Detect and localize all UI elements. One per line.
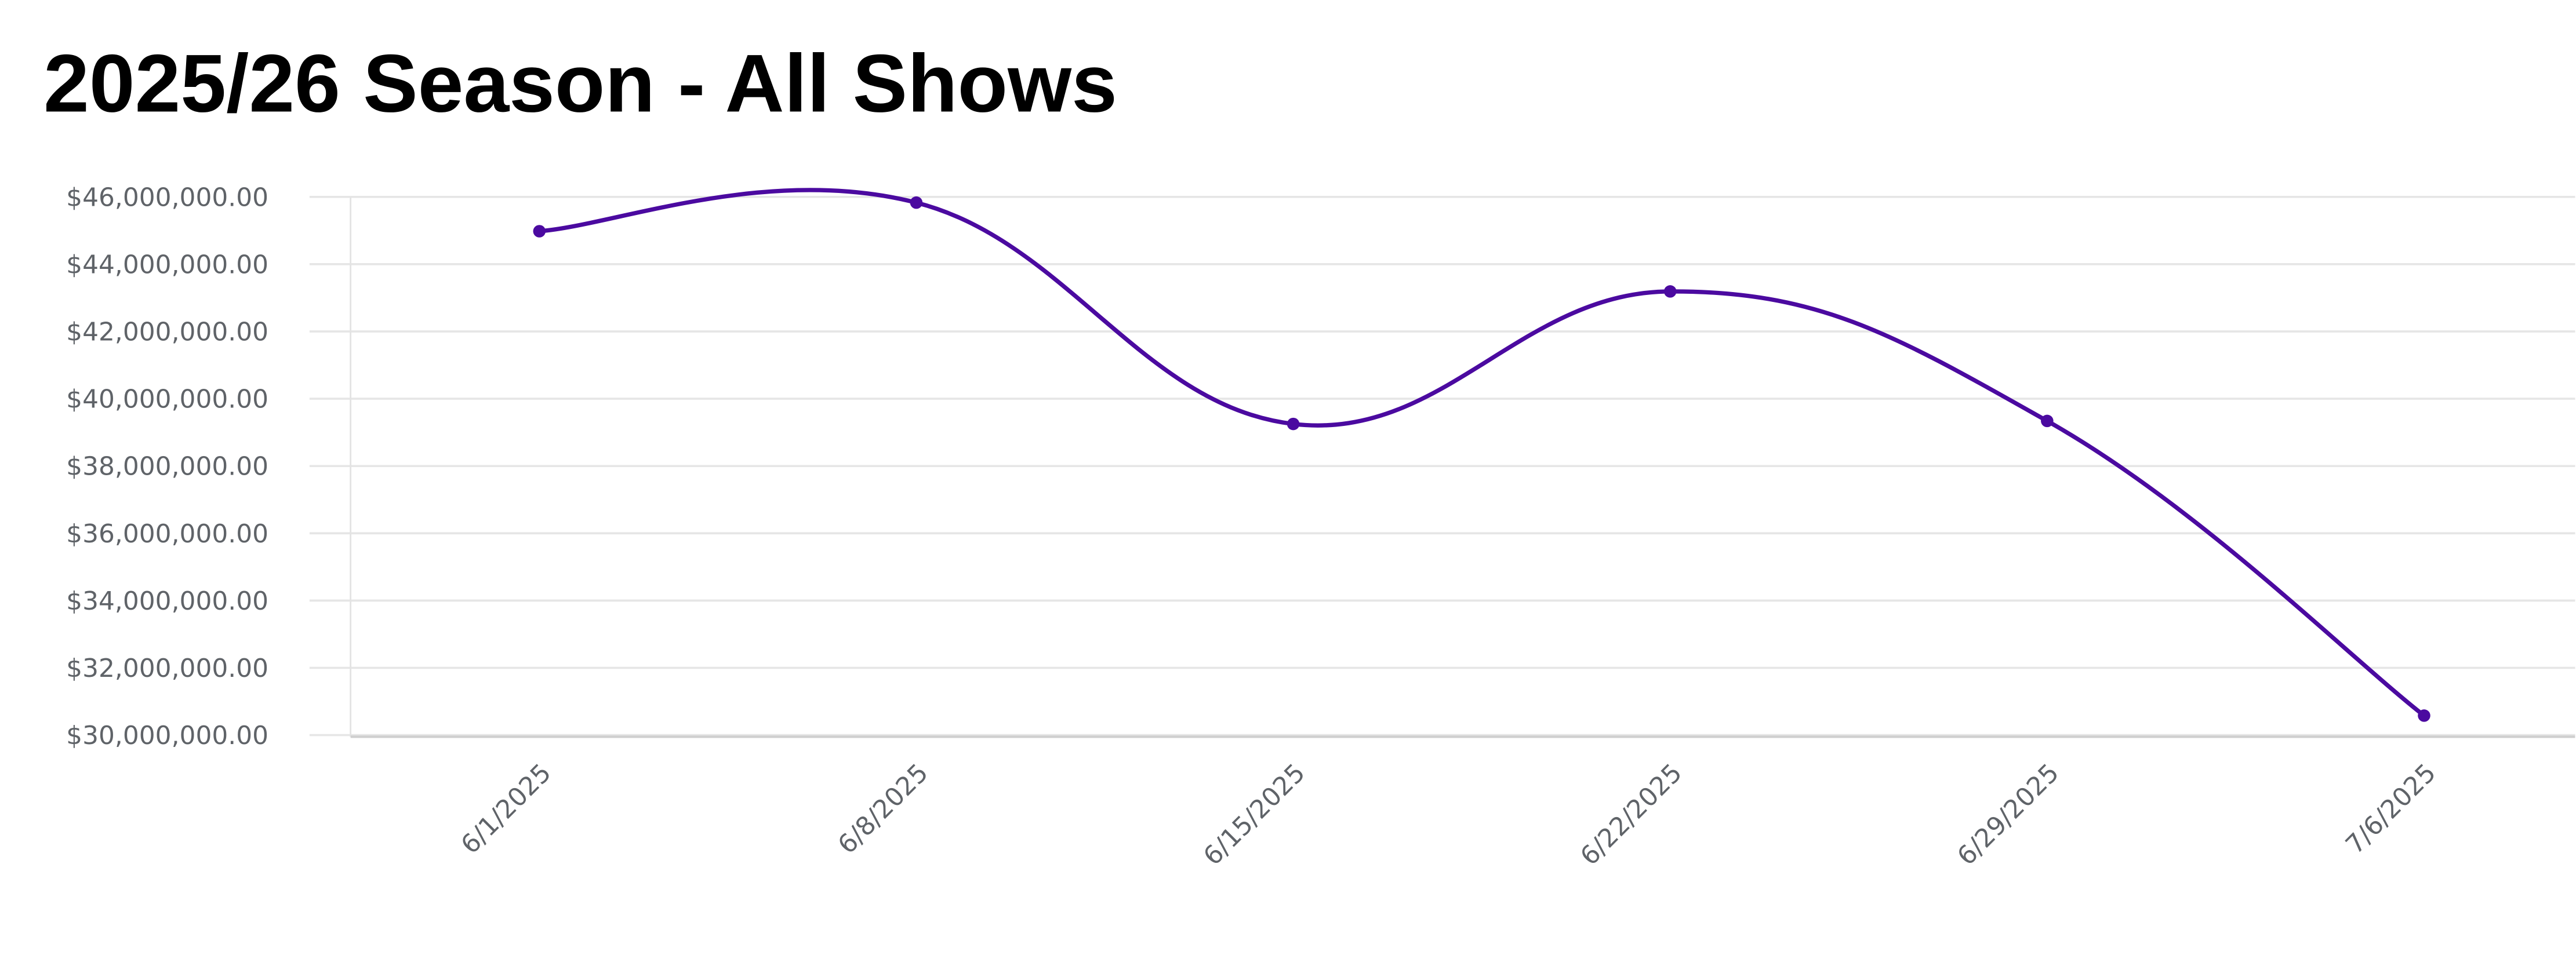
- gridlines: [309, 195, 2575, 737]
- x-tick-label: 6/15/2025: [1198, 758, 1311, 871]
- series-line: [539, 188, 2426, 717]
- y-tick-label: $32,000,000.00: [66, 654, 268, 683]
- data-point[interactable]: [1663, 285, 1677, 298]
- y-tick-label: $38,000,000.00: [66, 452, 268, 482]
- chart-title: 2025/26 Season - All Shows: [43, 38, 1117, 130]
- data-point[interactable]: [1287, 417, 1300, 431]
- y-tick-label: $30,000,000.00: [66, 721, 268, 750]
- x-tick-label: 6/29/2025: [1952, 758, 2065, 871]
- y-axis-ticks: $30,000,000.00 $32,000,000.00 $34,000,000.…: [66, 183, 268, 750]
- data-point[interactable]: [533, 225, 546, 238]
- y-tick-label: $40,000,000.00: [66, 385, 268, 414]
- series-group: [533, 188, 2430, 722]
- data-point[interactable]: [910, 196, 923, 209]
- x-tick-label: 6/8/2025: [832, 758, 933, 859]
- y-tick-label: $34,000,000.00: [66, 586, 268, 616]
- y-tick-label: $46,000,000.00: [66, 183, 268, 212]
- x-tick-label: 6/1/2025: [455, 758, 557, 859]
- y-tick-label: $44,000,000.00: [66, 250, 268, 279]
- data-point[interactable]: [2041, 414, 2054, 428]
- x-tick-label: 7/6/2025: [2340, 758, 2441, 859]
- data-point[interactable]: [2418, 709, 2430, 722]
- x-axis-ticks: 6/1/2025 6/8/2025 6/15/2025 6/22/2025 6/29/2…: [455, 758, 2441, 871]
- y-tick-label: $36,000,000.00: [66, 519, 268, 549]
- y-tick-label: $42,000,000.00: [66, 318, 268, 347]
- x-tick-label: 6/22/2025: [1575, 758, 1688, 871]
